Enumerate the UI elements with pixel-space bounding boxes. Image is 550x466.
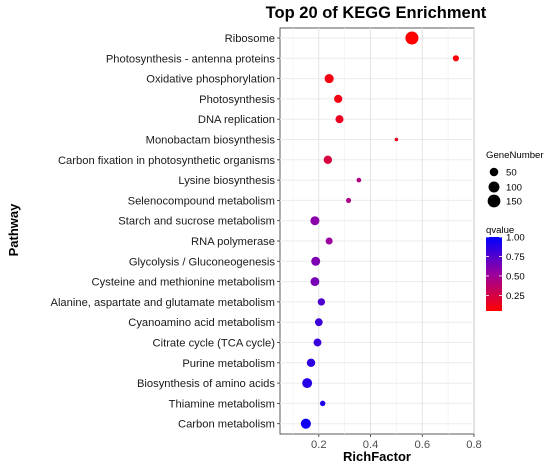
x-tick-label: 0.2 — [311, 439, 327, 451]
colorbar-label: 0.50 — [506, 271, 525, 282]
size-legend-label: 50 — [506, 168, 517, 179]
pathway-label: Starch and sucrose metabolism — [118, 216, 275, 228]
pathway-label: Oxidative phosphorylation — [146, 74, 275, 86]
colorbar-label: 1.00 — [506, 233, 525, 244]
data-point — [306, 358, 316, 368]
data-point — [314, 318, 323, 327]
x-tick-label: 0.8 — [466, 439, 482, 451]
data-points — [300, 31, 459, 429]
pathway-label: DNA replication — [198, 114, 275, 126]
data-point — [323, 155, 333, 165]
data-point — [300, 418, 311, 429]
pathway-label: Photosynthesis - antenna proteins — [106, 53, 276, 65]
x-tick-label: 0.6 — [414, 439, 430, 451]
pathway-label: Biosynthesis of amino acids — [137, 378, 275, 390]
data-point — [324, 74, 334, 84]
pathway-label: Cysteine and methionine metabolism — [92, 277, 275, 289]
pathway-label: Monobactam biosynthesis — [146, 135, 276, 147]
data-point — [405, 31, 419, 45]
plot-area — [279, 27, 475, 435]
data-point — [311, 256, 321, 266]
size-legend-label: 100 — [506, 183, 522, 194]
pathway-label: RNA polymerase — [191, 236, 275, 248]
pathway-label: Thiamine metabolism — [169, 398, 275, 410]
data-point — [319, 400, 326, 407]
x-tick-label: 0.4 — [363, 439, 379, 451]
size-legend-title: GeneNumber — [486, 150, 544, 161]
chart-title: Top 20 of KEGG Enrichment — [266, 4, 487, 22]
pathway-labels: Ribosome Photosynthesis - antenna protein… — [50, 33, 275, 431]
size-legend-label: 150 — [506, 197, 522, 208]
pathway-label: Ribosome — [225, 33, 275, 45]
data-point — [345, 197, 352, 203]
size-legend: GeneNumber 50 100 150 — [486, 150, 544, 208]
pathway-label: Cyanoamino acid metabolism — [128, 317, 275, 329]
pathway-label: Glycolysis / Gluconeogenesis — [129, 256, 276, 268]
pathway-label: Carbon metabolism — [178, 419, 275, 431]
data-point — [310, 277, 320, 287]
data-point — [394, 137, 399, 142]
data-point — [325, 237, 333, 245]
data-point — [302, 378, 313, 389]
color-legend: qvalue 1.00 0.75 0.50 0.25 — [486, 225, 525, 311]
pathway-label: Lysine biosynthesis — [178, 175, 275, 187]
panel-border — [279, 27, 475, 435]
data-point — [317, 298, 326, 306]
data-point — [452, 55, 459, 62]
size-legend-dot — [487, 194, 501, 208]
data-point — [335, 115, 344, 124]
size-legend-dot — [489, 167, 499, 177]
color-legend-title: qvalue — [486, 225, 514, 236]
y-axis-title: Pathway — [6, 203, 21, 257]
colorbar-label: 0.25 — [506, 291, 525, 302]
data-point — [310, 216, 320, 226]
data-point — [313, 338, 322, 347]
qvalue-colorbar — [486, 237, 502, 311]
x-axis-ticks: 0.2 0.4 0.6 0.8 — [277, 37, 482, 451]
pathway-label: Purine metabolism — [182, 358, 275, 370]
pathway-label: Photosynthesis — [199, 94, 275, 106]
grid-lines — [280, 28, 475, 434]
pathway-label: Carbon fixation in photosynthetic organi… — [58, 155, 275, 167]
data-point — [334, 94, 343, 104]
data-point — [356, 177, 362, 183]
pathway-label: Alanine, aspartate and glutamate metabol… — [50, 297, 275, 309]
size-legend-dot — [488, 181, 500, 193]
pathway-label: Citrate cycle (TCA cycle) — [153, 338, 276, 350]
pathway-label: Selenocompound metabolism — [128, 195, 275, 207]
x-axis-title: RichFactor — [343, 449, 411, 464]
colorbar-label: 0.75 — [506, 252, 525, 263]
